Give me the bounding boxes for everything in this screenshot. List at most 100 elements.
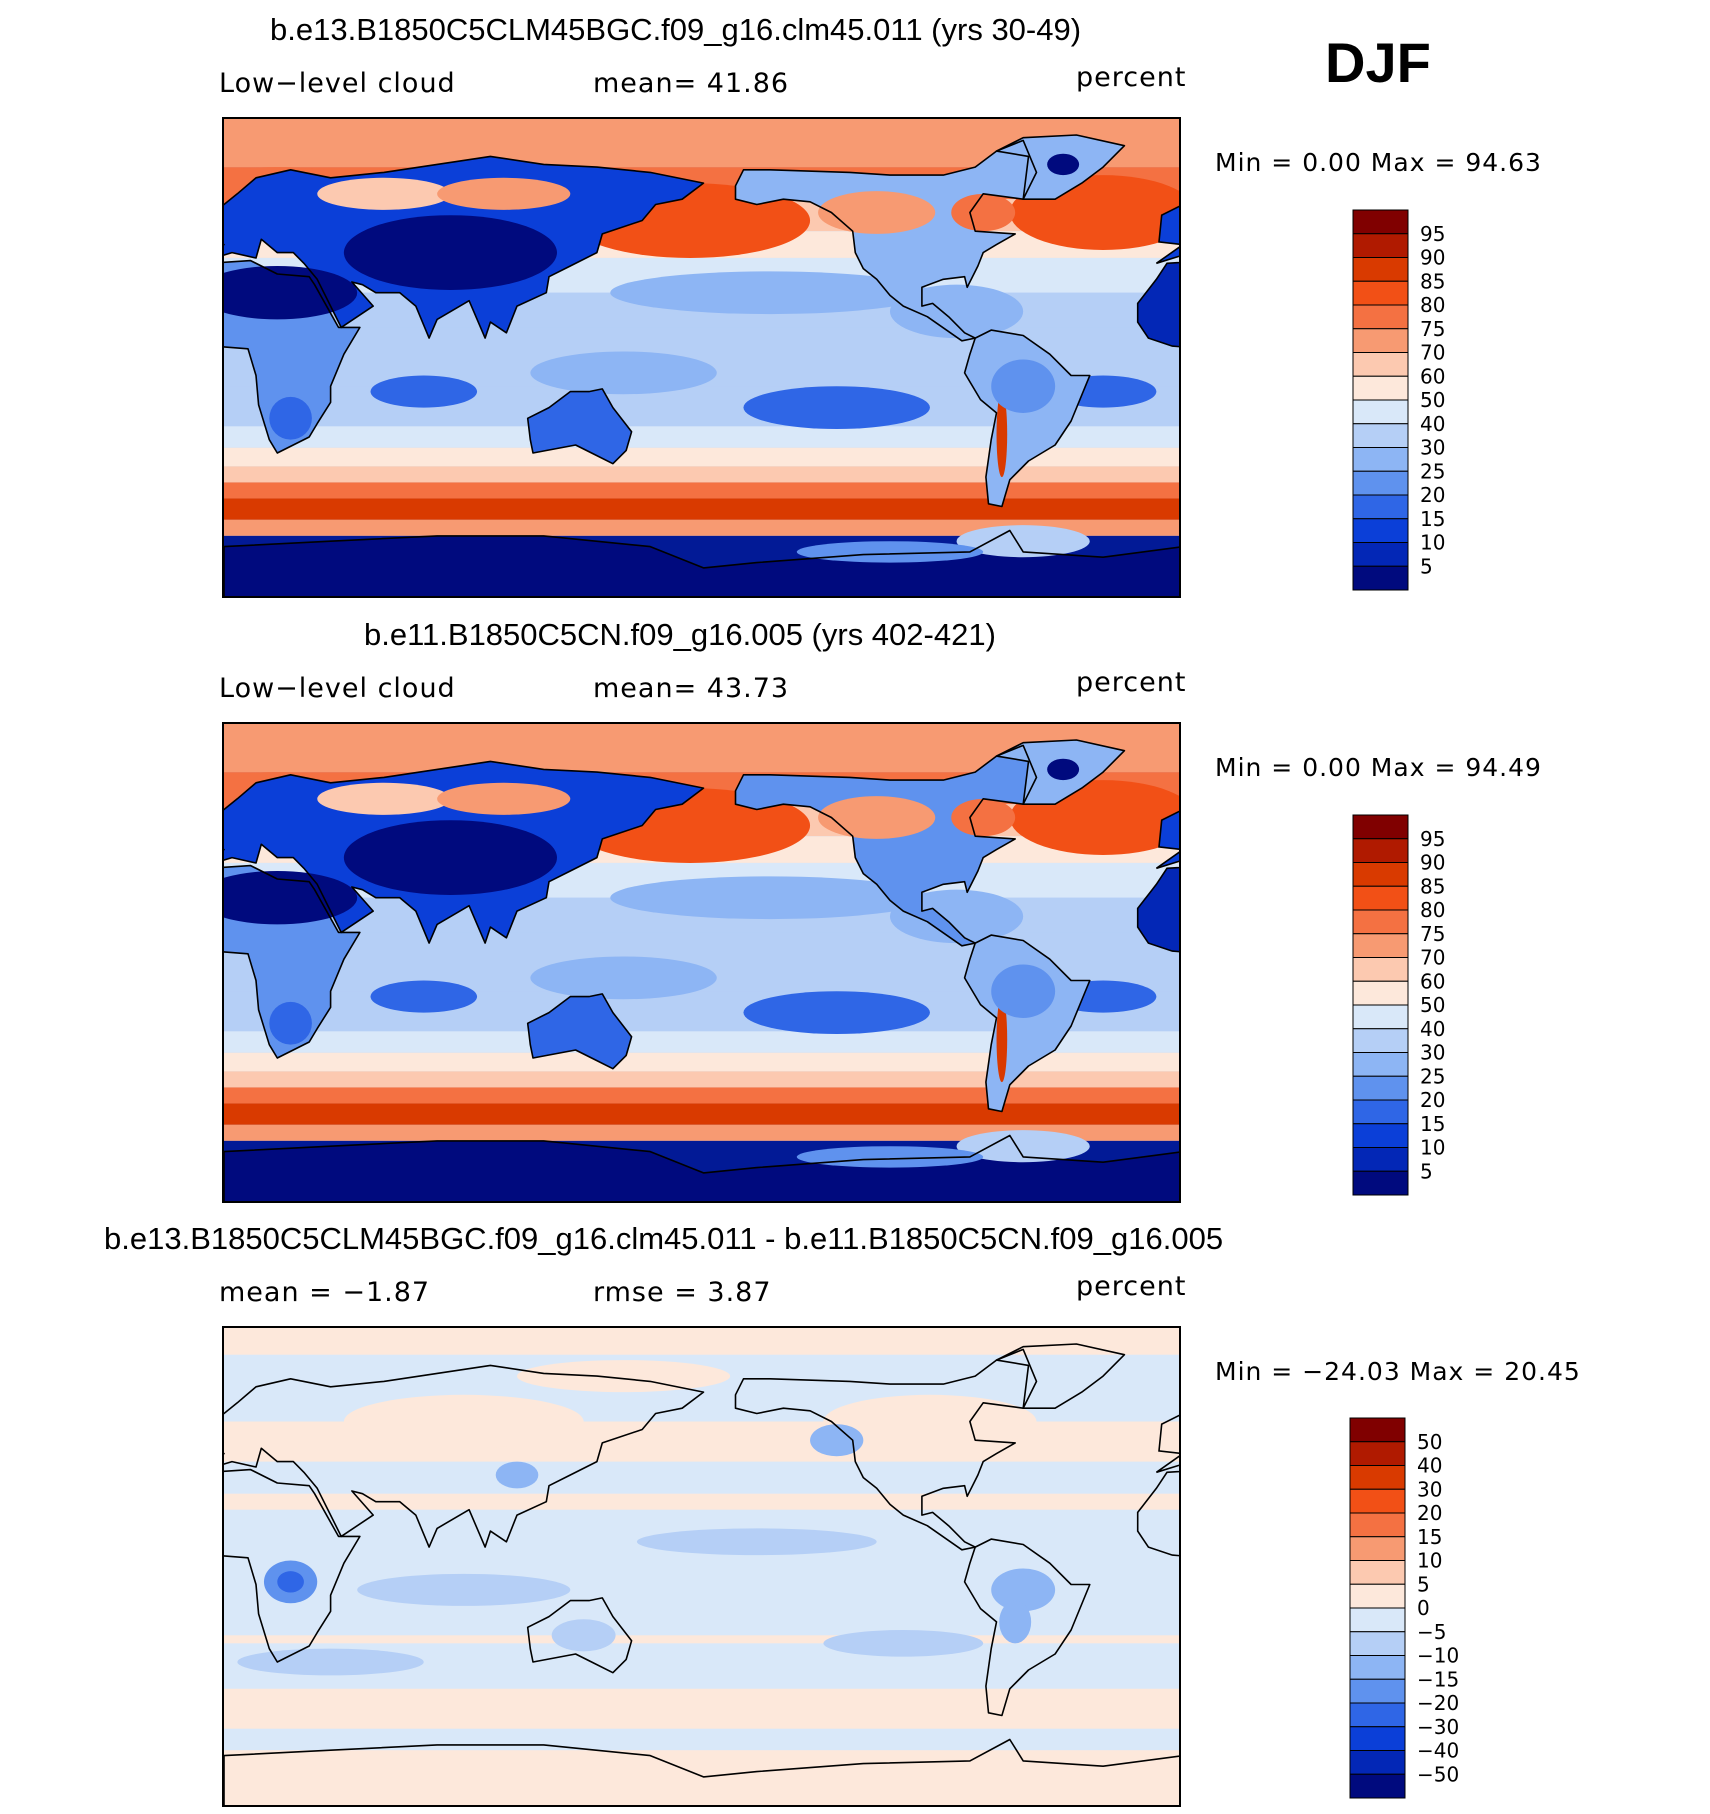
map-svg bbox=[224, 119, 1179, 596]
map-svg bbox=[224, 1328, 1179, 1805]
colorbar-swatch bbox=[1349, 1655, 1406, 1680]
colorbar-swatch bbox=[1349, 1773, 1406, 1799]
colorbar-swatch bbox=[1352, 957, 1409, 982]
coastline-samerica bbox=[963, 329, 1091, 508]
map-contour-region bbox=[610, 876, 930, 920]
colorbar-swatch bbox=[1349, 1583, 1406, 1609]
panel-3-minmax: Min = −24.03 Max = 20.45 bbox=[1215, 1357, 1581, 1386]
map-contour-band bbox=[224, 519, 1179, 536]
colorbar-swatch bbox=[1352, 257, 1409, 282]
colorbar-swatch bbox=[1349, 1631, 1406, 1656]
colorbar-swatch bbox=[1352, 862, 1409, 887]
colorbar-swatch bbox=[1349, 1726, 1406, 1751]
map-land-region bbox=[735, 745, 1037, 946]
colorbar-tick-label: 70 bbox=[1420, 946, 1445, 970]
map-contour-region bbox=[530, 351, 717, 395]
panel-1-mean-label: mean= 41.86 bbox=[593, 68, 790, 99]
colorbar-tick-label: 80 bbox=[1420, 898, 1445, 922]
colorbar-swatch bbox=[1349, 1678, 1406, 1704]
map-contour-region bbox=[530, 956, 717, 1000]
colorbar-swatch bbox=[1349, 1750, 1406, 1775]
map-contour-region bbox=[1047, 153, 1080, 176]
colorbar-tick-label: 50 bbox=[1417, 1430, 1442, 1454]
coastline-namerica bbox=[734, 1348, 1038, 1551]
panel-2-variable-label: Low−level cloud bbox=[219, 673, 456, 704]
map-contour-band bbox=[224, 1103, 1179, 1125]
panel-1-colorbar: 95 90 85 80 75 70 60 50 40 30 25 20 15 10 5 bbox=[1352, 209, 1513, 594]
colorbar-swatch bbox=[1352, 1028, 1409, 1053]
coastline-antarctica bbox=[224, 1134, 1179, 1201]
map-contour-region bbox=[224, 265, 358, 320]
map-contour-band bbox=[224, 1688, 1179, 1729]
coastline-africa bbox=[224, 259, 361, 454]
map-contour-region bbox=[437, 177, 571, 210]
colorbar-tick-label: 20 bbox=[1420, 1088, 1445, 1112]
coastline-antarctica bbox=[224, 529, 1179, 596]
map-contour-region bbox=[796, 1146, 984, 1168]
colorbar-swatch bbox=[1352, 1123, 1409, 1148]
colorbar-swatch bbox=[1352, 1052, 1409, 1077]
panel-2-minmax: Min = 0.00 Max = 94.49 bbox=[1215, 753, 1542, 782]
map-svg bbox=[224, 724, 1179, 1201]
colorbar-tick-label: −40 bbox=[1417, 1739, 1459, 1763]
coastline-africa bbox=[224, 1468, 361, 1663]
map-contour-region bbox=[991, 359, 1056, 413]
coastline-greenland bbox=[995, 134, 1126, 200]
map-contour-band bbox=[224, 1052, 1179, 1072]
map-contour-band bbox=[224, 1071, 1179, 1088]
map-contour-region bbox=[357, 1573, 571, 1606]
colorbar-tick-label: 15 bbox=[1420, 1112, 1445, 1136]
colorbar-tick-label: 40 bbox=[1417, 1454, 1442, 1478]
colorbar-swatch bbox=[1352, 328, 1409, 353]
map-contour-region bbox=[237, 1648, 424, 1676]
colorbar-swatch bbox=[1352, 933, 1409, 958]
map-contour-band bbox=[224, 1124, 1179, 1141]
colorbar-tick-label: 95 bbox=[1420, 222, 1445, 246]
panel-2-units-label: percent bbox=[1076, 667, 1187, 698]
coastline-eurasia bbox=[224, 155, 705, 339]
colorbar-tick-label: 75 bbox=[1420, 922, 1445, 946]
colorbar-tick-label: 5 bbox=[1420, 554, 1433, 578]
map-contour-region bbox=[743, 991, 930, 1034]
map-contour-band bbox=[224, 1750, 1179, 1805]
map-contour-region bbox=[343, 1394, 584, 1449]
colorbar-swatch bbox=[1352, 423, 1409, 448]
colorbar-tick-label: 90 bbox=[1420, 246, 1445, 270]
coastline-samerica bbox=[963, 1538, 1091, 1717]
colorbar-tick-label: 50 bbox=[1420, 993, 1445, 1017]
colorbar-swatch bbox=[1349, 1536, 1406, 1561]
colorbar-tick-label: 60 bbox=[1420, 364, 1445, 388]
panel-3-title: b.e13.B1850C5CLM45BGC.f09_g16.clm45.011 … bbox=[104, 1221, 1224, 1256]
map-contour-region bbox=[370, 375, 478, 408]
map-contour-region bbox=[610, 271, 930, 315]
coastline-namerica bbox=[734, 744, 1038, 947]
colorbar-swatch bbox=[1349, 1417, 1406, 1443]
map-land-region bbox=[1156, 206, 1179, 264]
colorbar-swatch bbox=[1352, 1170, 1409, 1196]
map-land-region bbox=[224, 1135, 1179, 1201]
map-contour-region bbox=[889, 889, 1024, 944]
colorbar-tick-label: 40 bbox=[1420, 1017, 1445, 1041]
colorbar-tick-label: 40 bbox=[1420, 412, 1445, 436]
map-contour-region bbox=[269, 1001, 312, 1045]
map-contour-region bbox=[818, 191, 936, 234]
map-contour-region bbox=[889, 284, 1024, 339]
colorbar-tick-label: 90 bbox=[1420, 851, 1445, 875]
colorbar-swatch bbox=[1352, 447, 1409, 472]
map-contour-band bbox=[224, 426, 1179, 448]
map-contour-region bbox=[517, 1360, 731, 1393]
panel-3-rmse-label: rmse = 3.87 bbox=[593, 1277, 772, 1308]
colorbar-tick-label: 15 bbox=[1420, 507, 1445, 531]
colorbar-swatch bbox=[1352, 1147, 1409, 1172]
coastline-greenland bbox=[995, 1343, 1126, 1409]
map-contour-region bbox=[277, 1571, 304, 1593]
map-contour-region bbox=[951, 798, 1016, 837]
coastline-greenland bbox=[995, 739, 1126, 805]
panel-3-mean-label: mean = −1.87 bbox=[219, 1277, 431, 1308]
colorbar-swatch bbox=[1352, 814, 1409, 840]
colorbar-swatch bbox=[1352, 980, 1409, 1006]
colorbar-tick-label: 5 bbox=[1420, 1159, 1433, 1183]
colorbar-tick-label: 30 bbox=[1417, 1477, 1442, 1501]
